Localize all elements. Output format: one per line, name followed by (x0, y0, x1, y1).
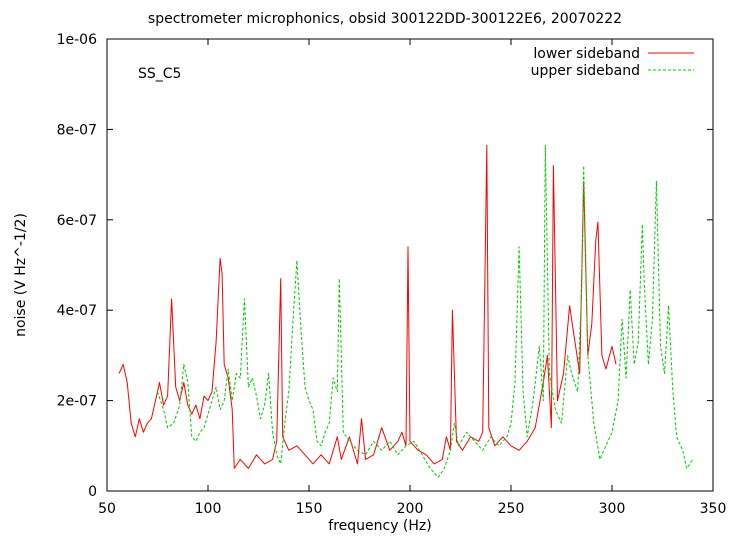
series-layer (118, 144, 694, 478)
x-tick-label: 50 (98, 501, 116, 517)
x-tick-label: 150 (296, 501, 323, 517)
series-line-upper-sideband (157, 144, 694, 478)
x-axis-label: frequency (Hz) (328, 518, 431, 534)
y-tick-label: 4e-07 (57, 303, 97, 319)
series-line-lower-sideband (118, 144, 617, 469)
x-tick-label: 300 (599, 501, 626, 517)
chart-title: spectrometer microphonics, obsid 300122D… (148, 11, 622, 27)
legend-label-lower-sideband: lower sideband (533, 46, 640, 62)
plot-annotation: SS_C5 (138, 66, 181, 82)
legend-label-upper-sideband: upper sideband (531, 63, 640, 79)
y-tick-label: 6e-07 (57, 213, 97, 229)
x-axis: 50 100 150 200 250 300 350 (98, 39, 726, 517)
x-tick-label: 250 (498, 501, 525, 517)
y-tick-label: 0 (88, 484, 97, 500)
legend: lower sideband upper sideband (531, 46, 694, 79)
y-axis-label: noise (V Hz^-1/2) (13, 213, 29, 337)
x-tick-label: 200 (397, 501, 424, 517)
y-tick-label: 8e-07 (57, 122, 97, 138)
x-tick-label: 100 (195, 501, 222, 517)
y-axis: 0 2e-07 4e-07 6e-07 8e-07 1e-06 (57, 32, 713, 500)
x-tick-label: 350 (700, 501, 727, 517)
y-tick-label: 2e-07 (57, 394, 97, 410)
y-tick-label: 1e-06 (57, 32, 97, 48)
